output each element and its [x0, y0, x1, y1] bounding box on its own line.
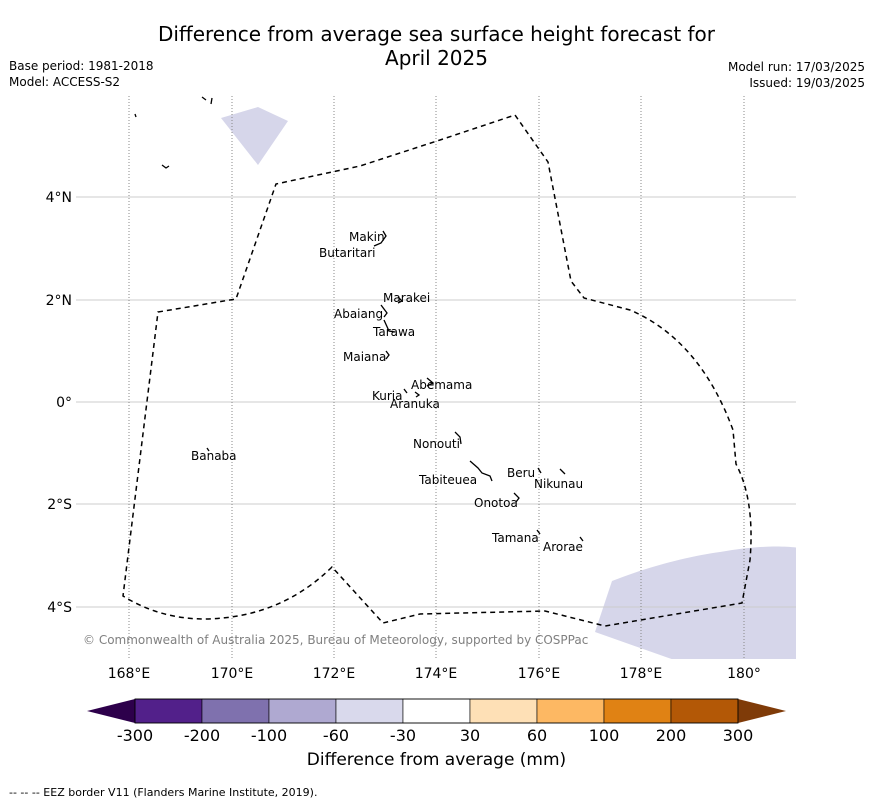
map-area: Makin Butaritari Marakei Abaiang Tarawa … [76, 96, 796, 659]
colorbar-over-arrow [738, 699, 786, 723]
colorbar-ticks: -300 -200 -100 -60 -30 30 60 100 200 300 [117, 726, 753, 745]
colorbar-tick-9: 300 [723, 726, 754, 745]
island-label-marakei: Marakei [383, 291, 430, 305]
island-label-kuria: Kuria [372, 389, 403, 403]
x-tick-172e: 172°E [313, 666, 356, 682]
colorbar-outline [134, 698, 739, 724]
colorbar-tick-2: -100 [251, 726, 287, 745]
y-tick-2n: 2°N [46, 293, 72, 309]
anomaly-patch-southeast [595, 546, 796, 659]
lon-gridlines [128, 96, 745, 659]
colorbar-cell-5 [469, 698, 538, 724]
island-shapes [134, 96, 584, 542]
colorbar-tick-5: 30 [460, 726, 480, 745]
island-label-banaba: Banaba [191, 449, 237, 463]
meta-right: Model run: 17/03/2025 Issued: 19/03/2025 [728, 59, 865, 91]
island-label-butaritari: Butaritari [319, 246, 376, 260]
island-labels: Makin Butaritari Marakei Abaiang Tarawa … [191, 230, 583, 554]
island-label-nonouti: Nonouti [413, 437, 460, 451]
island-label-tamana: Tamana [491, 531, 539, 545]
island-label-maiana: Maiana [343, 350, 386, 364]
eez-footer-note: -- -- -- EEZ border V11 (Flanders Marine… [9, 786, 318, 799]
anomaly-patch-north [221, 107, 288, 165]
base-period: Base period: 1981-2018 [9, 59, 154, 73]
meta-left: Base period: 1981-2018 Model: ACCESS-S2 [9, 58, 154, 90]
x-tick-168e: 168°E [108, 666, 151, 682]
x-axis-ticks: 168°E 170°E 172°E 174°E 176°E 178°E 180° [108, 666, 761, 682]
island-north-3-shape [134, 113, 137, 118]
x-tick-176e: 176°E [518, 666, 561, 682]
x-tick-170e: 170°E [211, 666, 254, 682]
colorbar-cell-7 [603, 698, 672, 724]
island-banaba-shape [206, 447, 210, 452]
map-title: Difference from average sea surface heig… [0, 22, 873, 70]
x-tick-180: 180° [727, 666, 761, 682]
island-label-abemama: Abemama [411, 378, 472, 392]
issued-date: Issued: 19/03/2025 [749, 76, 865, 90]
island-label-tarawa: Tarawa [372, 325, 415, 339]
island-nikunau-shape [559, 468, 566, 475]
colorbar-tick-3: -60 [323, 726, 349, 745]
island-kuria-shape [403, 388, 408, 394]
colorbar-cell-6 [536, 698, 605, 724]
colorbar-tick-0: -300 [117, 726, 153, 745]
title-line-1: Difference from average sea surface heig… [157, 22, 716, 46]
x-tick-178e: 178°E [620, 666, 663, 682]
colorbar-cell-8 [670, 698, 739, 724]
colorbar-tick-6: 60 [527, 726, 547, 745]
colorbar: -300 -200 -100 -60 -30 30 60 100 200 300 [87, 698, 786, 745]
island-tarawa-shape [383, 319, 396, 333]
colorbar-cell-0 [134, 698, 203, 724]
island-beru-shape [537, 467, 542, 474]
y-tick-4n: 4°N [46, 190, 72, 206]
island-abaiang-shape [380, 304, 388, 318]
island-north-1-shape [201, 96, 207, 101]
island-makin-shape [373, 230, 387, 247]
colorbar-under-arrow [87, 699, 135, 723]
model-run: Model run: 17/03/2025 [727, 60, 865, 74]
island-onotoa-shape [513, 492, 520, 503]
x-tick-174e: 174°E [415, 666, 458, 682]
copyright-notice: © Commonwealth of Australia 2025, Bureau… [83, 633, 588, 647]
island-label-tabiteuea: Tabiteuea [418, 473, 477, 487]
island-arorae-shape [579, 536, 584, 542]
colorbar-tick-7: 100 [589, 726, 620, 745]
colorbar-cells [134, 698, 739, 724]
colorbar-tick-1: -200 [184, 726, 220, 745]
island-tabiteuea-shape [469, 460, 493, 482]
colorbar-cell-2 [268, 698, 337, 724]
y-tick-2s: 2°S [47, 497, 72, 513]
y-tick-4s: 4°S [47, 600, 72, 616]
colorbar-label: Difference from average (mm) [306, 750, 567, 770]
y-axis-ticks: 4°N 2°N 0° 2°S 4°S [46, 190, 73, 616]
colorbar-tick-4: -30 [390, 726, 416, 745]
island-label-nikunau: Nikunau [534, 477, 583, 491]
colorbar-cell-4 [402, 698, 471, 724]
eez-boundary [122, 114, 752, 627]
island-abemama-shape [426, 377, 435, 387]
island-label-beru: Beru [507, 466, 535, 480]
island-label-arorae: Arorae [543, 540, 583, 554]
island-label-abaiang: Abaiang [334, 307, 383, 321]
colorbar-cell-3 [335, 698, 404, 724]
island-label-aranuka: Aranuka [390, 397, 440, 411]
island-tamana-shape [536, 529, 541, 535]
island-north-2-shape [210, 97, 213, 105]
island-label-makin: Makin [349, 230, 385, 244]
colorbar-tick-8: 200 [656, 726, 687, 745]
island-marakei-shape [397, 296, 404, 304]
model-name: Model: ACCESS-S2 [9, 75, 121, 89]
island-label-onotoa: Onotoa [474, 496, 518, 510]
colorbar-cell-1 [201, 698, 270, 724]
island-nonouti-shape [454, 431, 462, 445]
island-north-4-shape [161, 164, 170, 169]
island-aranuka-shape [414, 391, 421, 398]
y-tick-0: 0° [56, 395, 72, 411]
island-maiana-shape [385, 350, 390, 360]
title-line-2: April 2025 [385, 46, 488, 70]
